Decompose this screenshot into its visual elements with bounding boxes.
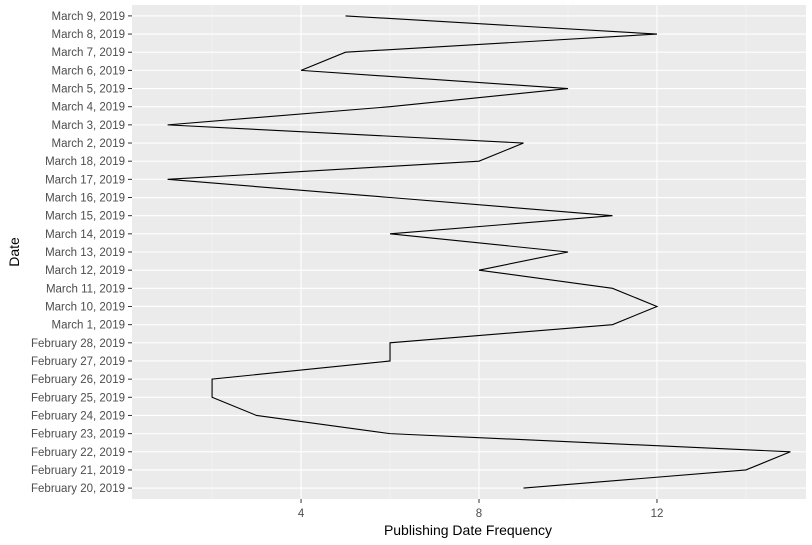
y-tick-label: March 8, 2019 — [51, 29, 125, 41]
y-tick-label: March 15, 2019 — [45, 211, 125, 223]
y-tick-label: February 26, 2019 — [31, 374, 125, 386]
y-tick-label: March 17, 2019 — [45, 174, 125, 186]
x-axis-title: Publishing Date Frequency — [384, 522, 552, 538]
series-line — [167, 15, 791, 489]
y-tick-label: March 18, 2019 — [45, 156, 125, 168]
x-axis-ticks: 4 8 12 — [298, 499, 664, 520]
y-tick-label: March 5, 2019 — [51, 84, 125, 96]
y-tick-label: March 11, 2019 — [46, 283, 125, 295]
y-axis-ticks: February 20, 2019 February 21, 2019 Februa… — [31, 11, 132, 495]
y-tick-label: March 9, 2019 — [51, 11, 125, 23]
y-axis-title: Date — [6, 237, 22, 267]
major-gridlines — [132, 5, 806, 499]
y-tick-label: March 13, 2019 — [45, 247, 125, 259]
y-tick-label: March 4, 2019 — [51, 102, 125, 114]
x-tick-label: 4 — [298, 508, 305, 520]
y-tick-label: March 7, 2019 — [51, 47, 125, 59]
x-tick-label: 8 — [476, 508, 482, 520]
y-tick-label: February 27, 2019 — [31, 356, 125, 368]
y-tick-label: March 2, 2019 — [51, 138, 125, 150]
y-tick-label: February 28, 2019 — [31, 338, 125, 350]
y-tick-label: February 24, 2019 — [31, 410, 125, 422]
x-tick-label: 12 — [651, 508, 664, 520]
y-tick-label: February 25, 2019 — [31, 392, 125, 404]
y-tick-label: March 1, 2019 — [51, 320, 125, 332]
y-tick-label: March 6, 2019 — [51, 65, 125, 77]
y-tick-label: March 3, 2019 — [51, 120, 125, 132]
y-tick-label: February 22, 2019 — [31, 447, 125, 459]
y-tick-label: February 20, 2019 — [31, 483, 125, 495]
y-tick-label: February 23, 2019 — [31, 429, 125, 441]
y-tick-label: March 12, 2019 — [45, 265, 125, 277]
y-tick-label: February 21, 2019 — [31, 465, 125, 477]
y-tick-label: March 16, 2019 — [45, 193, 125, 205]
y-tick-label: March 10, 2019 — [45, 301, 125, 313]
y-tick-label: March 14, 2019 — [45, 229, 125, 241]
